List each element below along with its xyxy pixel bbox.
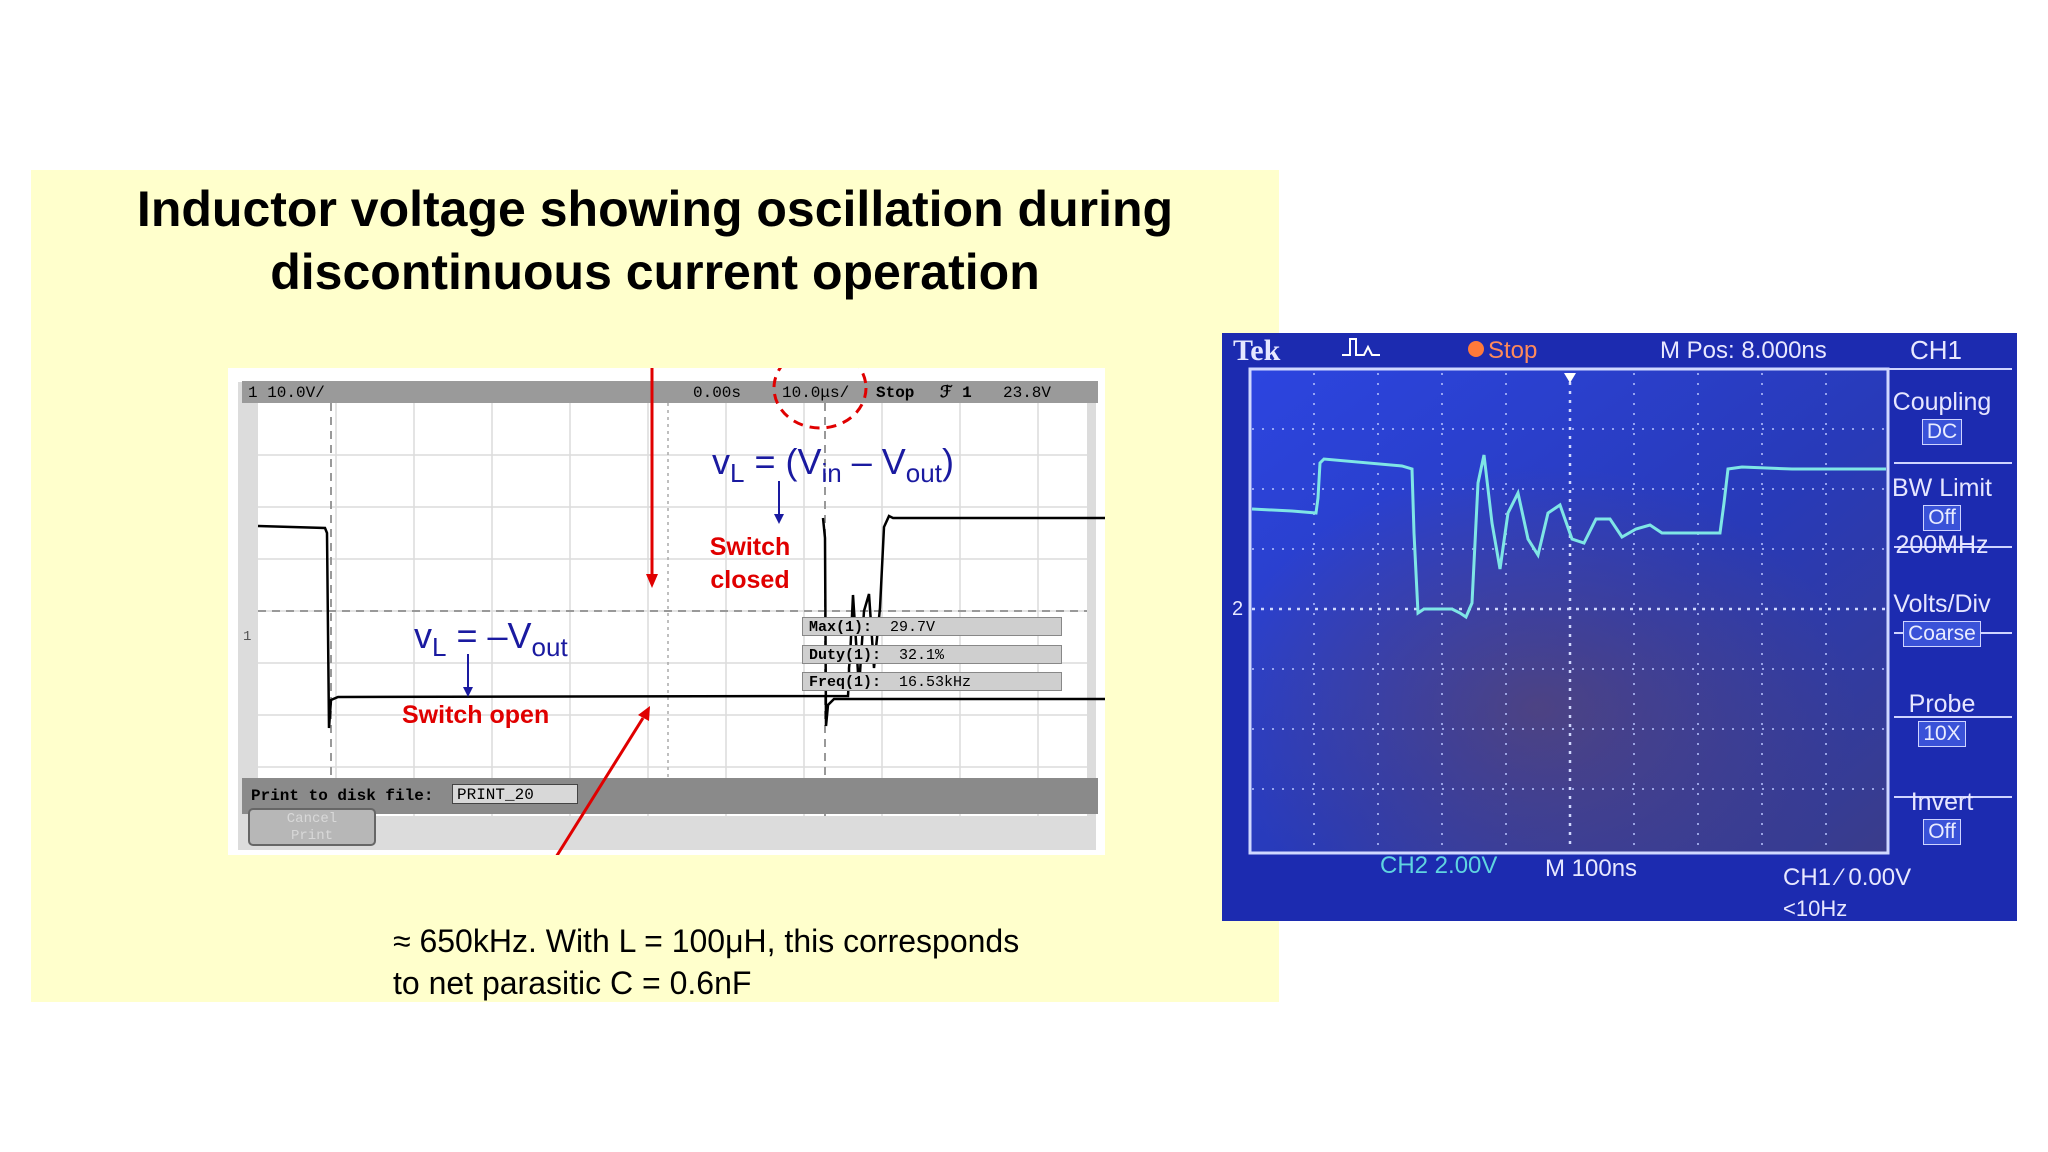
menu-bw-limit-value: Off (1923, 505, 1961, 531)
menu-volts-div-value: Coarse (1903, 621, 1981, 647)
scope-left-grid (258, 403, 1087, 816)
tek-bottom-ch1: CH1 ∕ 0.00V (1783, 864, 1912, 891)
scope-left-trigger-level: 23.8V (1003, 384, 1052, 402)
trigger-marker (1564, 373, 1576, 383)
title-line-1: Inductor voltage showing oscillation dur… (136, 181, 1174, 237)
scope-left-graphic (238, 368, 1105, 855)
menu-probe-value: 10X (1918, 721, 1966, 747)
annotation-switch-open: Switch open (402, 701, 550, 729)
menu-invert-label: Invert (1910, 788, 1974, 816)
measurement-freq: Freq(1): 16.53kHz (802, 672, 1062, 691)
annotation-vl-closed: vL = (Vin – Vout) (712, 441, 954, 489)
slide-title: Inductor voltage showing oscillation dur… (31, 178, 1279, 304)
cancel-print-button[interactable]: Cancel Print (248, 808, 376, 846)
caption-line-1: ≈ 650kHz. With L = 100μH, this correspon… (393, 923, 1020, 959)
annotation-switch-closed: Switch closed (709, 533, 791, 594)
scope-capture-left (228, 368, 1105, 855)
scope-left-print-bar (242, 778, 1098, 814)
arrow-oscillation-caption (555, 717, 645, 855)
menu-volts-div[interactable]: Volts/Div Coarse (1872, 590, 2012, 647)
annotation-vl-open: vL = –Vout (414, 615, 568, 663)
scope-right-graphic (1222, 333, 2017, 921)
scope-right-trace (1251, 454, 1886, 620)
tek-status: Stop (1488, 337, 1538, 364)
caption-line-2: to net parasitic C = 0.6nF (393, 965, 752, 1001)
scope-left-status: Stop (876, 384, 915, 402)
stop-indicator-dot (1468, 341, 1484, 357)
menu-bw-limit-label: BW Limit (1892, 474, 1992, 502)
scope-left-ch-scale: 1 10.0V/ (248, 384, 325, 402)
scope-left-trigger: ℱ 1 (940, 384, 972, 402)
print-label: Print to disk file: (251, 787, 434, 805)
measurement-duty: Duty(1): 32.1% (802, 645, 1062, 664)
menu-invert[interactable]: Invert Off (1872, 788, 2012, 845)
scope-left-ground-marker: 1 (243, 629, 252, 645)
print-file-field[interactable]: PRINT_20 (452, 784, 578, 804)
tek-m-pos: M Pos: 8.000ns (1660, 337, 1827, 364)
menu-probe[interactable]: Probe 10X (1872, 690, 2012, 747)
menu-volts-div-label: Volts/Div (1893, 590, 1991, 618)
scope-right-center-axes (1252, 373, 1886, 848)
menu-coupling-label: Coupling (1892, 388, 1992, 416)
acquire-icon (1342, 338, 1380, 356)
menu-coupling-value: DC (1921, 419, 1963, 445)
menu-coupling[interactable]: Coupling DC (1872, 388, 2012, 445)
oscillation-caption: ≈ 650kHz. With L = 100μH, this correspon… (393, 920, 1019, 1004)
scope-left-status-bar (242, 381, 1098, 403)
scope-left-time-pos: 0.00s (693, 384, 742, 402)
tek-bottom-freq: <10Hz (1783, 896, 1848, 921)
menu-bw-limit[interactable]: BW Limit Off 200MHz (1872, 474, 2012, 559)
menu-bw-limit-extra: 200MHz (1895, 531, 1989, 559)
scope-photo-right (1222, 333, 2017, 921)
title-line-2: discontinuous current operation (270, 244, 1040, 300)
measurement-max: Max(1): 29.7V (802, 617, 1062, 636)
tek-bottom-m: M 100ns (1545, 855, 1638, 882)
tek-ch2-marker: 2 (1232, 598, 1244, 620)
tek-channel: CH1 (1910, 335, 1963, 365)
scope-left-time-div: 10.0μs/ (782, 384, 850, 402)
scope-left-grid-area (258, 403, 1087, 816)
tek-brand: Tek (1233, 334, 1281, 367)
menu-probe-label: Probe (1908, 690, 1976, 718)
menu-invert-value: Off (1923, 819, 1961, 845)
timebase-highlight-circle (772, 368, 868, 430)
tek-bottom-ch2: CH2 2.00V (1380, 852, 1498, 879)
